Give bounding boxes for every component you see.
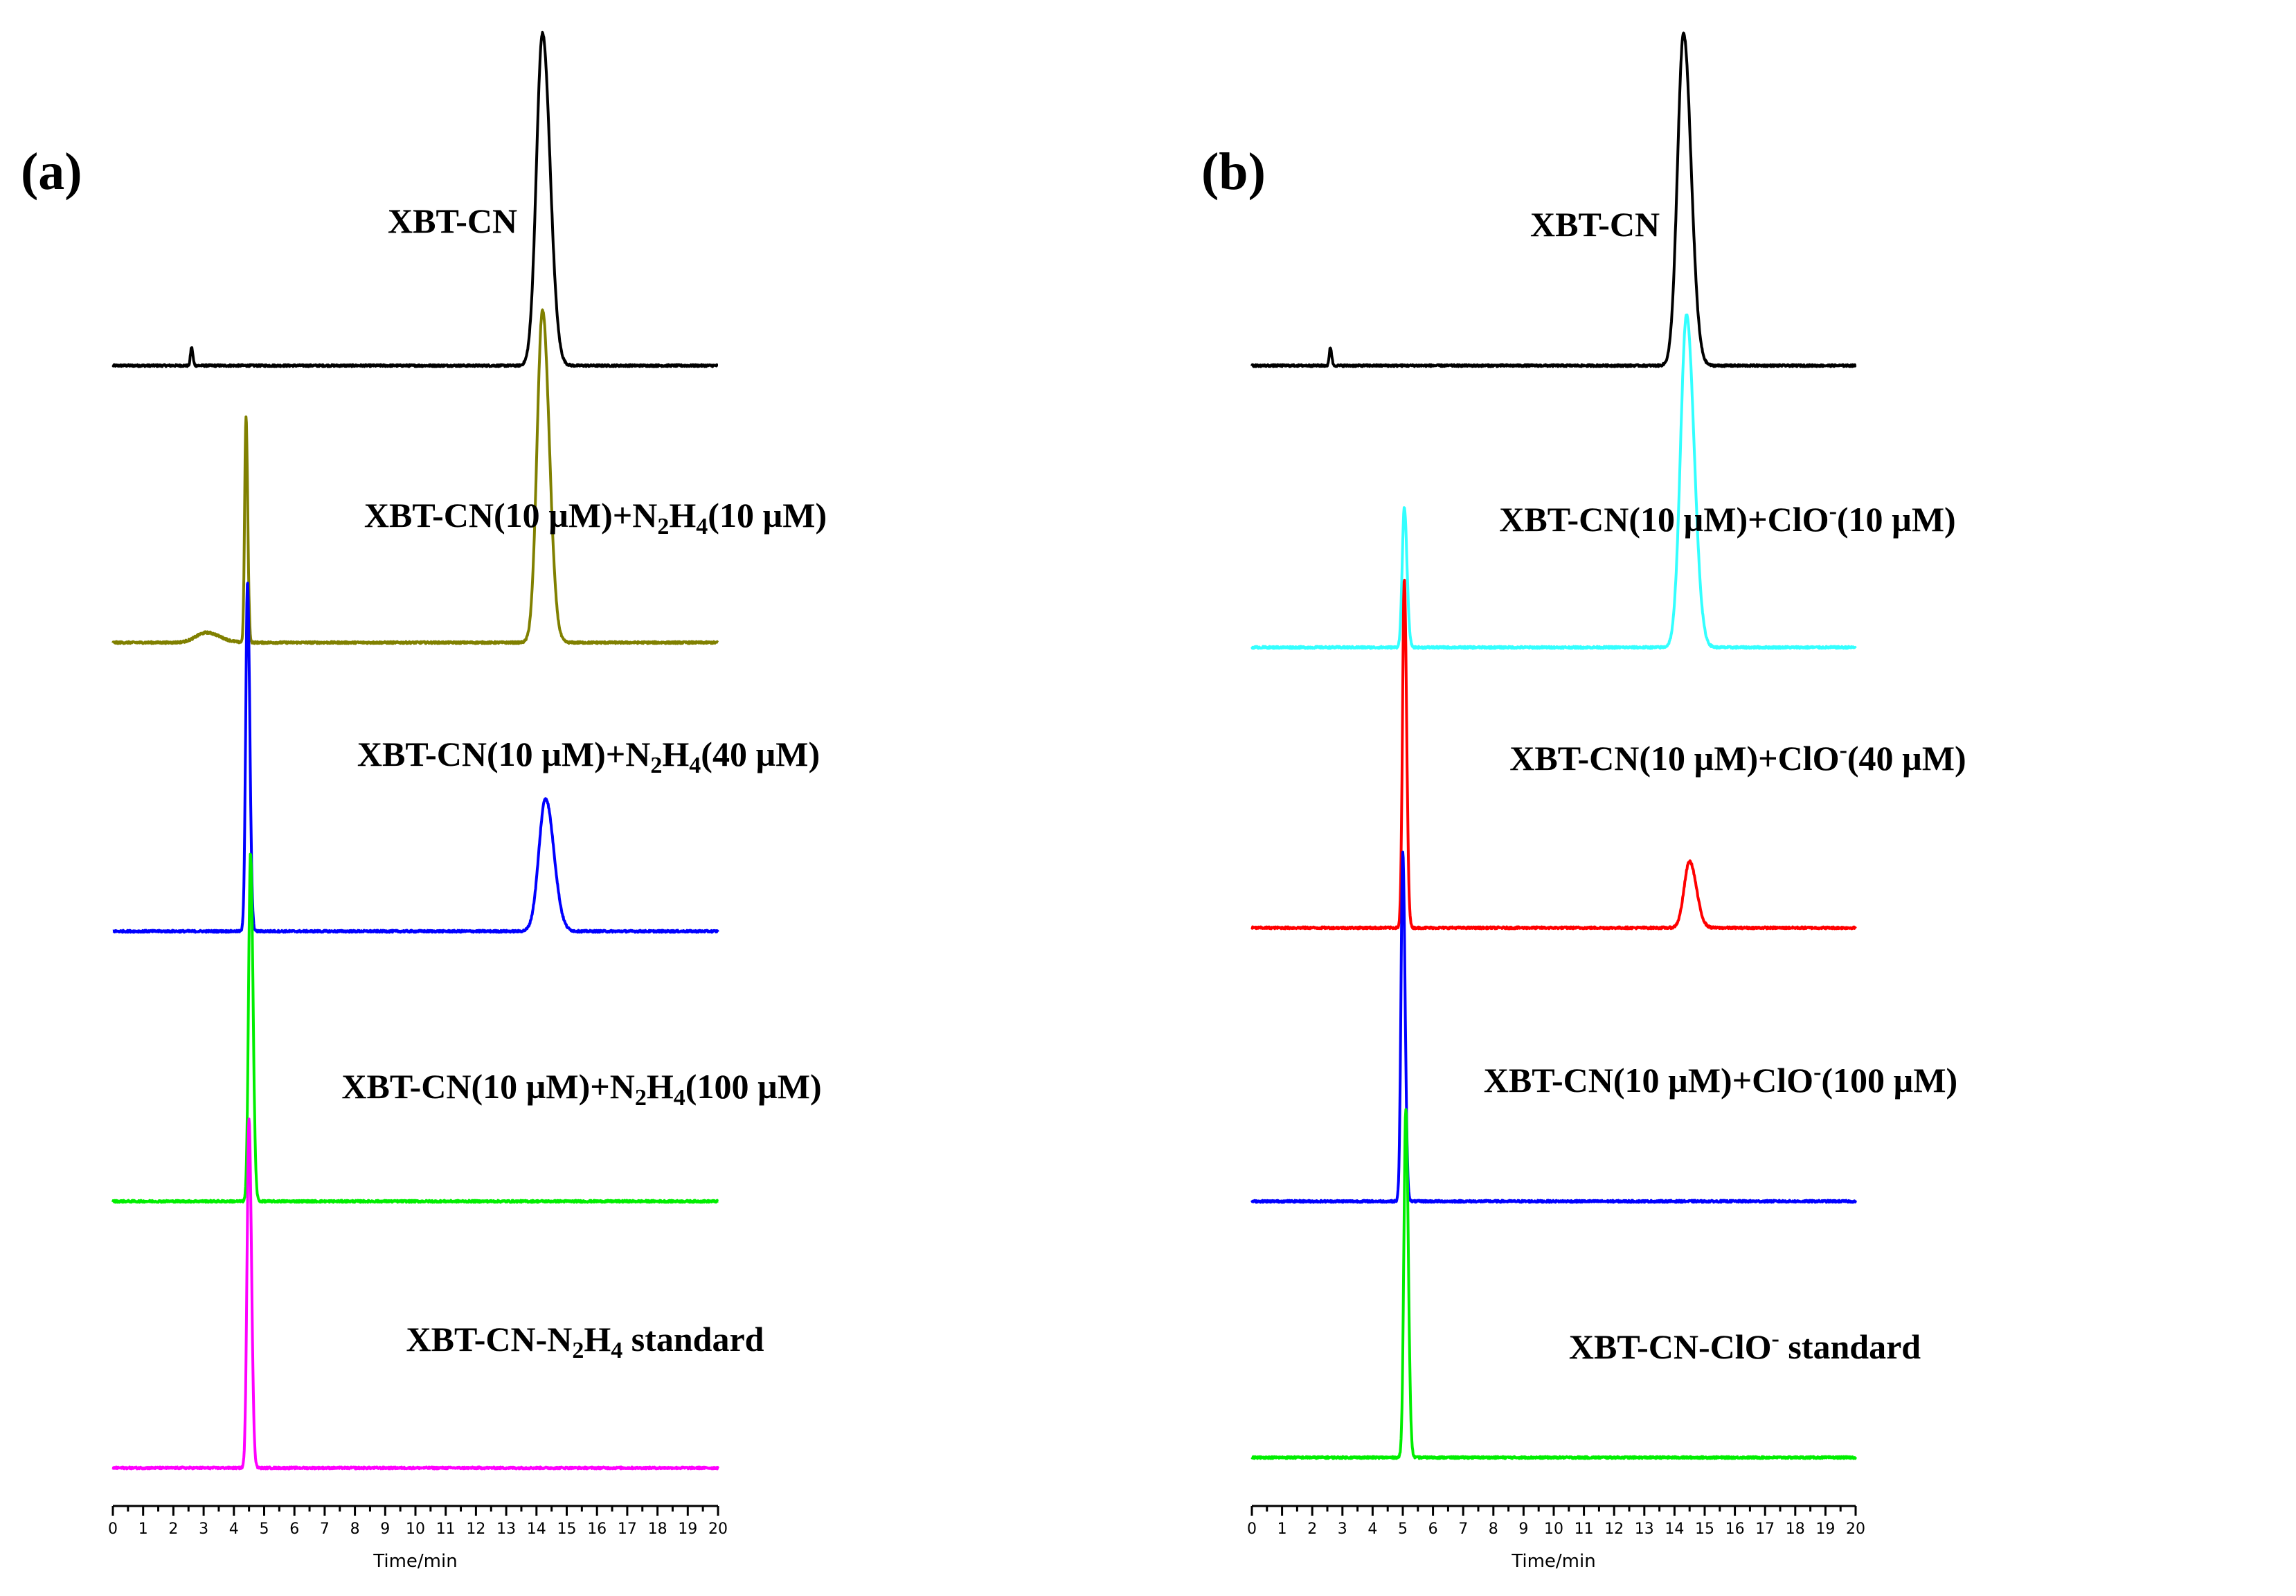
x-tick-label: 8 (350, 1521, 360, 1538)
trace-line-b-3 (1250, 578, 1857, 931)
trace-line-a-2 (111, 308, 719, 645)
trace-line-a-3 (111, 582, 719, 934)
trace-label-b-5: XBT-CN-ClO- standard (1568, 1326, 1921, 1366)
x-tick-label: 17 (1755, 1521, 1775, 1538)
x-tick-label: 3 (199, 1521, 208, 1538)
x-tick-label: 15 (1695, 1521, 1714, 1538)
x-tick-label: 16 (1725, 1521, 1745, 1538)
x-tick-label: 5 (260, 1521, 269, 1538)
trace-label-a-4: XBT-CN(10 µM)+N2H4(100 µM) (341, 1067, 822, 1111)
x-tick-label: 4 (229, 1521, 239, 1538)
x-tick-label: 11 (1575, 1521, 1594, 1538)
x-axis-title-b: Time/min (1511, 1551, 1595, 1572)
x-tick-label: 16 (587, 1521, 607, 1538)
x-tick-label: 7 (320, 1521, 330, 1538)
x-tick-label: 0 (1247, 1521, 1257, 1538)
x-tick-label: 7 (1458, 1521, 1468, 1538)
x-tick-label: 13 (496, 1521, 516, 1538)
x-tick-label: 4 (1367, 1521, 1377, 1538)
x-tick-label: 10 (1544, 1521, 1563, 1538)
x-tick-label: 12 (466, 1521, 485, 1538)
trace-label-a-2: XBT-CN(10 µM)+N2H4(10 µM) (364, 496, 827, 539)
x-tick-label: 15 (557, 1521, 577, 1538)
trace-line-a-5 (111, 1118, 719, 1471)
x-tick-label: 14 (1665, 1521, 1684, 1538)
x-tick-label: 14 (527, 1521, 546, 1538)
x-tick-label: 1 (138, 1521, 148, 1538)
x-tick-label: 5 (1398, 1521, 1408, 1538)
x-tick-label: 12 (1604, 1521, 1624, 1538)
x-tick-label: 19 (678, 1521, 697, 1538)
x-tick-label: 1 (1277, 1521, 1287, 1538)
trace-line-b-5 (1250, 1108, 1857, 1460)
trace-label-b-2: XBT-CN(10 µM)+ClO-(10 µM) (1499, 499, 1956, 539)
x-tick-label: 19 (1815, 1521, 1835, 1538)
trace-line-a-4 (111, 852, 719, 1204)
x-tick-label: 9 (1518, 1521, 1528, 1538)
trace-label-a-5: XBT-CN-N2H4 standard (406, 1320, 764, 1363)
trace-label-b-1: XBT-CN (1530, 205, 1660, 244)
trace-label-b-4: XBT-CN(10 µM)+ClO-(100 µM) (1483, 1059, 1958, 1100)
x-tick-label: 18 (1786, 1521, 1805, 1538)
x-tick-label: 18 (648, 1521, 667, 1538)
x-tick-label: 2 (168, 1521, 178, 1538)
x-tick-label: 20 (708, 1521, 728, 1538)
trace-line-b-2 (1250, 313, 1857, 650)
trace-label-b-3: XBT-CN(10 µM)+ClO-(40 µM) (1509, 737, 1966, 778)
x-axis-title-a: Time/min (373, 1551, 457, 1572)
x-tick-label: 9 (380, 1521, 390, 1538)
x-tick-label: 3 (1338, 1521, 1347, 1538)
x-tick-label: 13 (1635, 1521, 1654, 1538)
trace-line-a-1 (111, 30, 719, 368)
trace-line-b-4 (1250, 850, 1857, 1204)
x-tick-label: 2 (1307, 1521, 1317, 1538)
x-tick-label: 10 (406, 1521, 425, 1538)
trace-line-b-1 (1250, 31, 1857, 368)
panel-label-a: (a) (21, 143, 82, 201)
trace-label-a-1: XBT-CN (388, 201, 518, 240)
x-tick-label: 17 (618, 1521, 637, 1538)
trace-label-a-3: XBT-CN(10 µM)+N2H4(40 µM) (357, 735, 820, 778)
x-tick-label: 20 (1846, 1521, 1865, 1538)
x-tick-label: 8 (1489, 1521, 1498, 1538)
x-tick-label: 0 (108, 1521, 118, 1538)
x-tick-label: 6 (1428, 1521, 1438, 1538)
x-tick-label: 11 (436, 1521, 456, 1538)
x-tick-label: 6 (289, 1521, 299, 1538)
panel-label-b: (b) (1201, 143, 1266, 201)
